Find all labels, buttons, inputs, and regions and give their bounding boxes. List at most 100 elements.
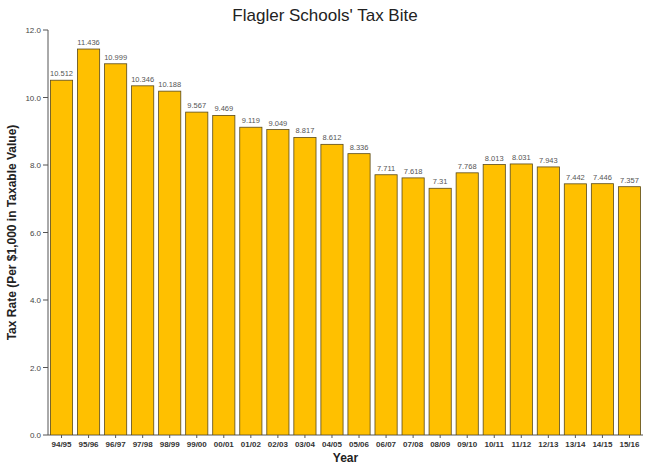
x-tick [467, 435, 468, 438]
data-label: 9.119 [242, 116, 260, 125]
x-tick-label: 11/12 [512, 440, 532, 449]
bar [213, 115, 235, 435]
x-tick-label: 09/10 [457, 440, 478, 449]
bar [294, 137, 316, 435]
title: Flagler Schools' Tax Bite [232, 6, 417, 25]
x-tick-label: 01/02 [241, 440, 262, 449]
data-label: 10.188 [158, 80, 181, 89]
bar [456, 173, 478, 435]
x-tick [521, 435, 522, 438]
x-tick [196, 435, 197, 438]
bar [375, 175, 397, 435]
y-tick-label: 8.0 [30, 161, 42, 170]
x-tick-label: 04/05 [322, 440, 343, 449]
bar [240, 127, 262, 435]
x-tick [223, 435, 224, 438]
x-tick [629, 435, 630, 438]
data-label: 10.346 [131, 75, 154, 84]
y-tick [43, 367, 48, 368]
data-label: 10.999 [104, 53, 127, 62]
y-tick-label: 6.0 [30, 229, 42, 238]
bar [402, 178, 424, 435]
bar [591, 184, 613, 435]
x-tick [575, 435, 576, 438]
x-tick [548, 435, 549, 438]
x-tick-label: 07/08 [403, 440, 424, 449]
x-tick-label: 94/95 [52, 440, 73, 449]
data-label: 7.768 [458, 162, 477, 171]
y-tick-label: 0.0 [30, 431, 42, 440]
bar [267, 130, 289, 435]
x-tick [304, 435, 305, 438]
bar [77, 49, 99, 435]
data-label: 7.618 [404, 167, 423, 176]
bar [132, 86, 154, 435]
x-tick [386, 435, 387, 438]
data-label: 8.336 [350, 143, 369, 152]
data-label: 7.711 [377, 164, 395, 173]
y-tick [43, 435, 48, 436]
x-tick-label: 98/99 [160, 440, 181, 449]
bar [483, 165, 505, 435]
x-tick-label: 99/00 [187, 440, 208, 449]
data-label: 8.612 [323, 133, 342, 142]
x-tick [413, 435, 414, 438]
x-tick [115, 435, 116, 438]
bar [321, 144, 343, 435]
y-tick [43, 300, 48, 301]
bar [429, 188, 451, 435]
data-label: 7.446 [593, 173, 612, 182]
data-label: 7.943 [539, 156, 558, 165]
data-label: 9.469 [214, 104, 233, 113]
x-tick [142, 435, 143, 438]
background [0, 0, 650, 470]
chart-container: Flagler Schools' Tax BiteTax Rate (Per $… [0, 0, 650, 470]
bar [564, 184, 586, 435]
data-label: 8.817 [296, 126, 315, 135]
x-tick [440, 435, 441, 438]
bar [510, 164, 532, 435]
x-tick-label: 00/01 [214, 440, 235, 449]
y-tick-label: 4.0 [30, 296, 42, 305]
x-axis-label: Year [333, 451, 359, 465]
x-tick-label: 95/96 [79, 440, 100, 449]
y-tick [43, 232, 48, 233]
y-axis [48, 30, 49, 435]
x-tick-label: 12/13 [538, 440, 559, 449]
data-label: 11.436 [77, 38, 99, 47]
bar [618, 187, 640, 435]
y-tick-label: 10.0 [25, 94, 41, 103]
x-tick [250, 435, 251, 438]
x-tick [494, 435, 495, 438]
x-tick-label: 02/03 [268, 440, 289, 449]
data-label: 7.357 [620, 176, 639, 185]
x-tick [331, 435, 332, 438]
x-tick-label: 05/06 [349, 440, 370, 449]
chart-svg: Flagler Schools' Tax BiteTax Rate (Per $… [0, 0, 650, 470]
x-tick-label: 06/07 [376, 440, 397, 449]
y-tick [43, 97, 48, 98]
x-tick [61, 435, 62, 438]
y-tick [43, 30, 48, 31]
x-tick [359, 435, 360, 438]
x-tick [88, 435, 89, 438]
bar [50, 80, 72, 435]
bar [105, 64, 127, 435]
x-tick-label: 13/14 [565, 440, 586, 449]
bars [50, 49, 640, 435]
bar [348, 154, 370, 435]
x-tick-label: 96/97 [106, 440, 127, 449]
data-label: 9.049 [268, 119, 287, 128]
x-tick-label: 15/16 [619, 440, 640, 449]
y-tick-label: 12.0 [25, 26, 41, 35]
x-tick [602, 435, 603, 438]
data-label: 7.442 [566, 173, 585, 182]
data-label: 10.512 [50, 69, 73, 78]
bar [186, 112, 208, 435]
y-tick [43, 165, 48, 166]
x-tick-label: 10/11 [484, 440, 504, 449]
x-tick-label: 97/98 [133, 440, 154, 449]
x-tick [169, 435, 170, 438]
x-tick [277, 435, 278, 438]
bar [537, 167, 559, 435]
